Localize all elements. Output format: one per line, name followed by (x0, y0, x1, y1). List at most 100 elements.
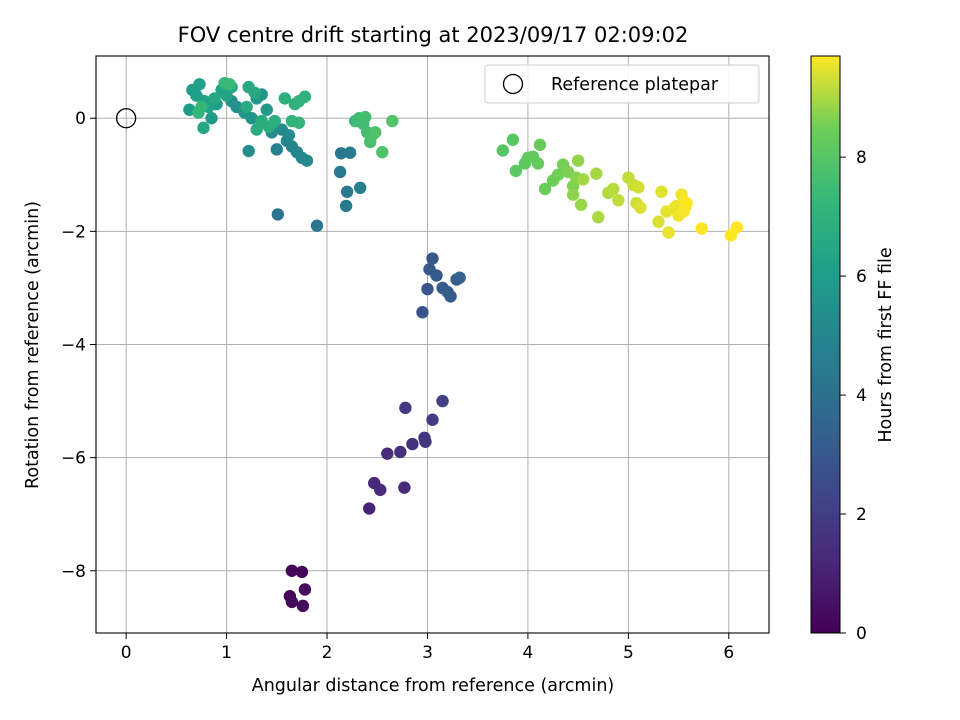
data-point (369, 126, 382, 139)
y-axis-ticks: 0 −2 −4 −6 −8 (61, 109, 96, 582)
y-tick-label: −4 (61, 336, 86, 356)
data-point (531, 157, 545, 170)
data-point (300, 154, 314, 167)
x-axis-ticks: 0 1 2 3 4 5 6 (121, 633, 734, 663)
data-point (533, 138, 547, 152)
x-tick-label: 4 (523, 643, 534, 663)
legend-entry-reference: Reference platepar (551, 75, 719, 95)
data-point (298, 583, 312, 596)
data-point (260, 103, 273, 116)
data-point (359, 110, 372, 124)
data-point (571, 154, 585, 167)
chart-title: FOV centre drift starting at 2023/09/17 … (178, 23, 689, 47)
reference-marker (115, 108, 137, 129)
data-point (295, 565, 309, 579)
data-point (612, 194, 625, 207)
data-point (223, 78, 236, 91)
data-point (381, 447, 394, 460)
data-point (245, 112, 258, 125)
colorbar-gradient (810, 55, 841, 634)
y-tick-label: −6 (61, 449, 86, 469)
y-tick-label: 0 (75, 109, 86, 129)
data-point (278, 92, 292, 105)
data-point (386, 114, 399, 128)
data-point (343, 146, 357, 159)
data-point (652, 215, 665, 228)
data-point (208, 92, 221, 105)
data-point (590, 167, 603, 180)
data-point (421, 282, 434, 296)
data-point (399, 401, 412, 415)
colorbar-tick-label: 0 (856, 624, 867, 644)
data-point (426, 252, 439, 265)
data-point (285, 564, 299, 577)
data-point (240, 100, 253, 114)
data-point (193, 78, 206, 91)
data-point (426, 413, 439, 426)
x-tick-label: 0 (121, 643, 132, 663)
x-tick-label: 3 (422, 643, 433, 663)
data-point (592, 211, 605, 224)
colorbar-ticks: 0 2 4 6 8 (840, 148, 867, 644)
data-point (496, 144, 510, 157)
data-point (655, 185, 668, 198)
x-tick-label: 2 (322, 643, 333, 663)
colorbar-tick-label: 2 (856, 505, 867, 525)
data-point (353, 181, 367, 195)
data-point (398, 481, 411, 494)
data-point (376, 145, 389, 159)
data-point (298, 90, 312, 103)
data-point (333, 165, 347, 179)
x-tick-label: 1 (221, 643, 232, 663)
data-point (248, 86, 261, 99)
data-point (566, 188, 580, 201)
colorbar-tick-label: 8 (856, 148, 867, 168)
grid-lines (96, 56, 769, 633)
data-point (730, 221, 744, 234)
data-point (374, 483, 387, 497)
data-point (195, 100, 208, 114)
y-axis-label: Rotation from reference (arcmin) (23, 201, 43, 489)
colorbar-tick-label: 6 (856, 267, 867, 287)
data-point (340, 185, 354, 198)
data-point (339, 199, 353, 213)
legend-box (484, 64, 760, 104)
data-point (268, 114, 281, 128)
y-tick-label: −2 (61, 222, 86, 242)
data-point (334, 147, 348, 160)
data-point (197, 121, 210, 135)
data-point (680, 196, 693, 210)
data-point (296, 599, 310, 613)
legend-reference-marker (502, 73, 524, 95)
data-point (310, 219, 324, 232)
colorbar-tick-label: 4 (856, 386, 867, 406)
legend: Reference platepar (484, 64, 760, 104)
x-tick-label: 6 (723, 643, 734, 663)
colorbar-label: Hours from first FF file (876, 247, 896, 442)
data-point (205, 112, 218, 125)
y-tick-label: −8 (61, 562, 86, 582)
data-point (538, 182, 552, 196)
data-point (394, 445, 407, 459)
data-point (242, 144, 255, 158)
x-tick-label: 5 (623, 643, 634, 663)
data-point (406, 437, 419, 451)
data-point (632, 181, 645, 194)
data-point (634, 201, 647, 214)
data-points (183, 76, 744, 613)
data-point (419, 435, 432, 448)
data-point (271, 208, 285, 221)
data-point (574, 198, 588, 211)
data-point (285, 595, 299, 609)
data-point (695, 222, 708, 235)
colorbar: 0 2 4 6 8 Hours from first FF file (810, 55, 896, 644)
data-point (506, 133, 520, 146)
x-axis-label: Angular distance from reference (arcmin) (252, 676, 615, 696)
reference-platepar-point (115, 108, 137, 129)
data-point (551, 168, 565, 181)
data-point (416, 306, 429, 319)
data-point (607, 182, 620, 196)
data-point (662, 226, 675, 239)
data-point (363, 502, 376, 515)
